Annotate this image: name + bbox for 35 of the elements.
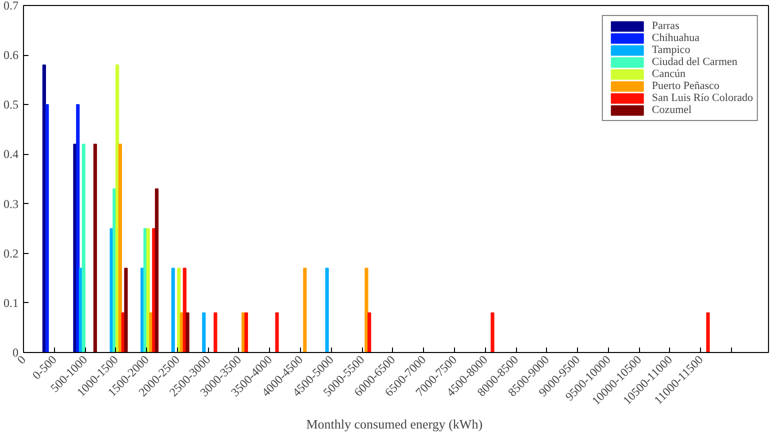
bar bbox=[303, 268, 307, 352]
bar bbox=[364, 268, 368, 352]
y-tick-label: 0.5 bbox=[4, 98, 18, 112]
legend-label: Cancún bbox=[652, 68, 686, 80]
bar bbox=[706, 312, 710, 352]
bar bbox=[490, 312, 494, 352]
bar bbox=[202, 312, 206, 352]
legend-label: Cozumel bbox=[652, 104, 692, 116]
x-axis-title: Monthly consumed energy (kWh) bbox=[306, 416, 483, 432]
legend-label: Parras bbox=[652, 20, 680, 32]
bar bbox=[93, 144, 97, 352]
bar bbox=[325, 268, 329, 352]
y-tick-label: 0.2 bbox=[4, 246, 18, 260]
legend-label: San Luis Río Colorado bbox=[652, 92, 753, 104]
bar bbox=[214, 312, 218, 352]
legend-label: Chihuahua bbox=[652, 32, 700, 44]
legend-label: Puerto Peñasco bbox=[652, 80, 720, 92]
bar bbox=[275, 312, 279, 352]
bar bbox=[82, 144, 86, 352]
y-tick-label: 0.4 bbox=[4, 147, 18, 162]
bar bbox=[171, 268, 175, 352]
bar bbox=[76, 104, 80, 352]
bar bbox=[124, 268, 128, 352]
y-tick-label: 0.7 bbox=[4, 0, 18, 12]
y-tick-label: 0.3 bbox=[4, 196, 18, 211]
bar bbox=[45, 104, 49, 352]
bar bbox=[118, 144, 122, 352]
bar bbox=[368, 312, 372, 352]
y-tick-label: 0.6 bbox=[4, 48, 18, 62]
legend-label: Ciudad del Carmen bbox=[652, 56, 738, 68]
bar bbox=[154, 188, 159, 352]
bar bbox=[186, 312, 190, 352]
legend-label: Tampico bbox=[652, 44, 690, 56]
bar bbox=[244, 312, 248, 352]
y-tick-label: 0.1 bbox=[4, 296, 18, 310]
